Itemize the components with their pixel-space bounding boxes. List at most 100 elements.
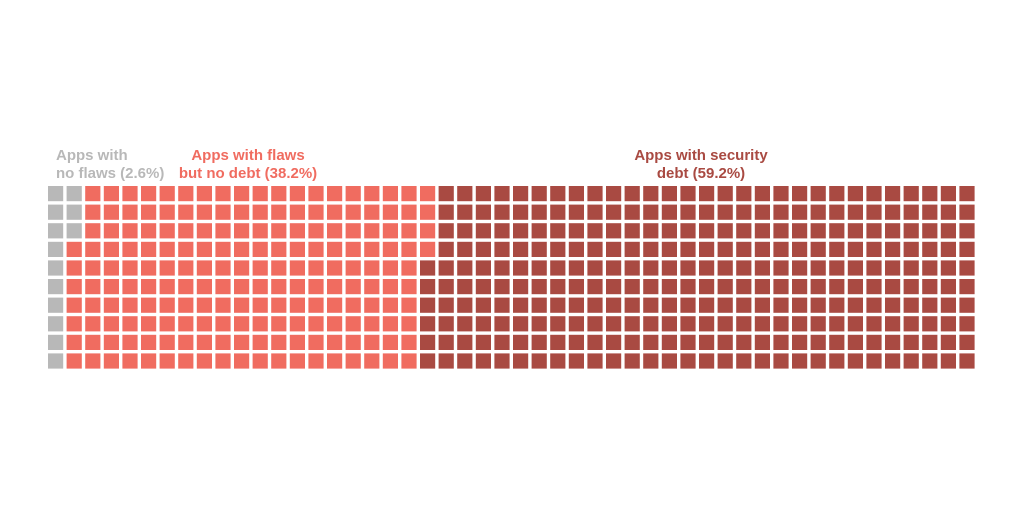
- waffle-cell: [903, 260, 919, 276]
- waffle-cell: [587, 297, 603, 313]
- waffle-cell: [829, 279, 845, 295]
- waffle-cell: [829, 316, 845, 332]
- waffle-cell: [103, 353, 119, 369]
- waffle-cell: [680, 297, 696, 313]
- waffle-cell: [661, 279, 677, 295]
- waffle-cell: [345, 353, 361, 369]
- waffle-cell: [513, 279, 529, 295]
- waffle-cell: [178, 353, 194, 369]
- waffle-cell: [940, 241, 956, 257]
- waffle-cell: [289, 260, 305, 276]
- waffle-cell: [178, 279, 194, 295]
- waffle-cell: [196, 316, 212, 332]
- waffle-cell: [940, 223, 956, 239]
- waffle-cell: [48, 223, 64, 239]
- waffle-cell: [699, 186, 715, 202]
- waffle-cell: [922, 297, 938, 313]
- waffle-cell: [531, 297, 547, 313]
- waffle-cell: [550, 204, 566, 220]
- waffle-cell: [382, 204, 398, 220]
- waffle-cell: [475, 316, 491, 332]
- waffle-cell: [252, 334, 268, 350]
- waffle-cell: [866, 241, 882, 257]
- waffle-cell: [624, 297, 640, 313]
- waffle-cell: [159, 241, 175, 257]
- waffle-cell: [66, 316, 82, 332]
- waffle-cell: [940, 297, 956, 313]
- waffle-cell: [382, 241, 398, 257]
- waffle-cell: [289, 297, 305, 313]
- waffle-cell: [773, 297, 789, 313]
- waffle-cell: [922, 241, 938, 257]
- waffle-cell: [271, 186, 287, 202]
- waffle-cell: [736, 223, 752, 239]
- waffle-cell: [792, 279, 808, 295]
- waffle-cell: [457, 334, 473, 350]
- waffle-cell: [810, 241, 826, 257]
- waffle-cell: [959, 353, 975, 369]
- waffle-cell: [178, 316, 194, 332]
- waffle-cell: [829, 223, 845, 239]
- waffle-cell: [122, 334, 138, 350]
- waffle-cell: [215, 297, 231, 313]
- waffle-cell: [531, 316, 547, 332]
- waffle-cell: [773, 204, 789, 220]
- waffle-cell: [959, 297, 975, 313]
- waffle-cell: [587, 279, 603, 295]
- waffle-cell: [550, 316, 566, 332]
- waffle-cell: [66, 186, 82, 202]
- waffle-cell: [401, 316, 417, 332]
- waffle-cell: [122, 223, 138, 239]
- waffle-cell: [885, 297, 901, 313]
- waffle-cell: [866, 297, 882, 313]
- waffle-cell: [531, 260, 547, 276]
- waffle-cell: [624, 279, 640, 295]
- waffle-cell: [885, 186, 901, 202]
- waffle-cell: [48, 353, 64, 369]
- waffle-cell: [178, 260, 194, 276]
- waffle-cell: [717, 260, 733, 276]
- waffle-cell: [754, 204, 770, 220]
- waffle-cell: [624, 353, 640, 369]
- waffle-cell: [717, 204, 733, 220]
- waffle-cell: [810, 353, 826, 369]
- waffle-cell: [810, 316, 826, 332]
- waffle-cell: [699, 334, 715, 350]
- waffle-cell: [568, 223, 584, 239]
- waffle-cell: [792, 353, 808, 369]
- waffle-cell: [141, 204, 157, 220]
- waffle-cell: [847, 316, 863, 332]
- waffle-cell: [178, 223, 194, 239]
- waffle-cell: [606, 334, 622, 350]
- waffle-cell: [754, 297, 770, 313]
- waffle-cell: [438, 297, 454, 313]
- waffle-cell: [85, 241, 101, 257]
- waffle-cell: [252, 241, 268, 257]
- waffle-cell: [364, 186, 380, 202]
- waffle-cell: [420, 260, 436, 276]
- waffle-cell: [234, 204, 250, 220]
- label-security-debt-line1: Apps with security: [634, 147, 768, 164]
- waffle-cell: [717, 334, 733, 350]
- waffle-cell: [606, 279, 622, 295]
- waffle-cell: [940, 353, 956, 369]
- waffle-cell: [810, 260, 826, 276]
- waffle-cell: [885, 204, 901, 220]
- waffle-cell: [438, 241, 454, 257]
- waffle-cell: [568, 334, 584, 350]
- waffle-cell: [550, 186, 566, 202]
- waffle-cell: [196, 353, 212, 369]
- waffle-cell: [531, 334, 547, 350]
- waffle-cell: [457, 353, 473, 369]
- waffle-cell: [568, 297, 584, 313]
- waffle-cell: [513, 260, 529, 276]
- waffle-cell: [550, 279, 566, 295]
- waffle-cell: [122, 297, 138, 313]
- waffle-cell: [587, 316, 603, 332]
- waffle-cell: [792, 241, 808, 257]
- waffle-cell: [903, 223, 919, 239]
- waffle-cell: [48, 334, 64, 350]
- waffle-cell: [773, 223, 789, 239]
- waffle-cell: [773, 186, 789, 202]
- waffle-cell: [606, 241, 622, 257]
